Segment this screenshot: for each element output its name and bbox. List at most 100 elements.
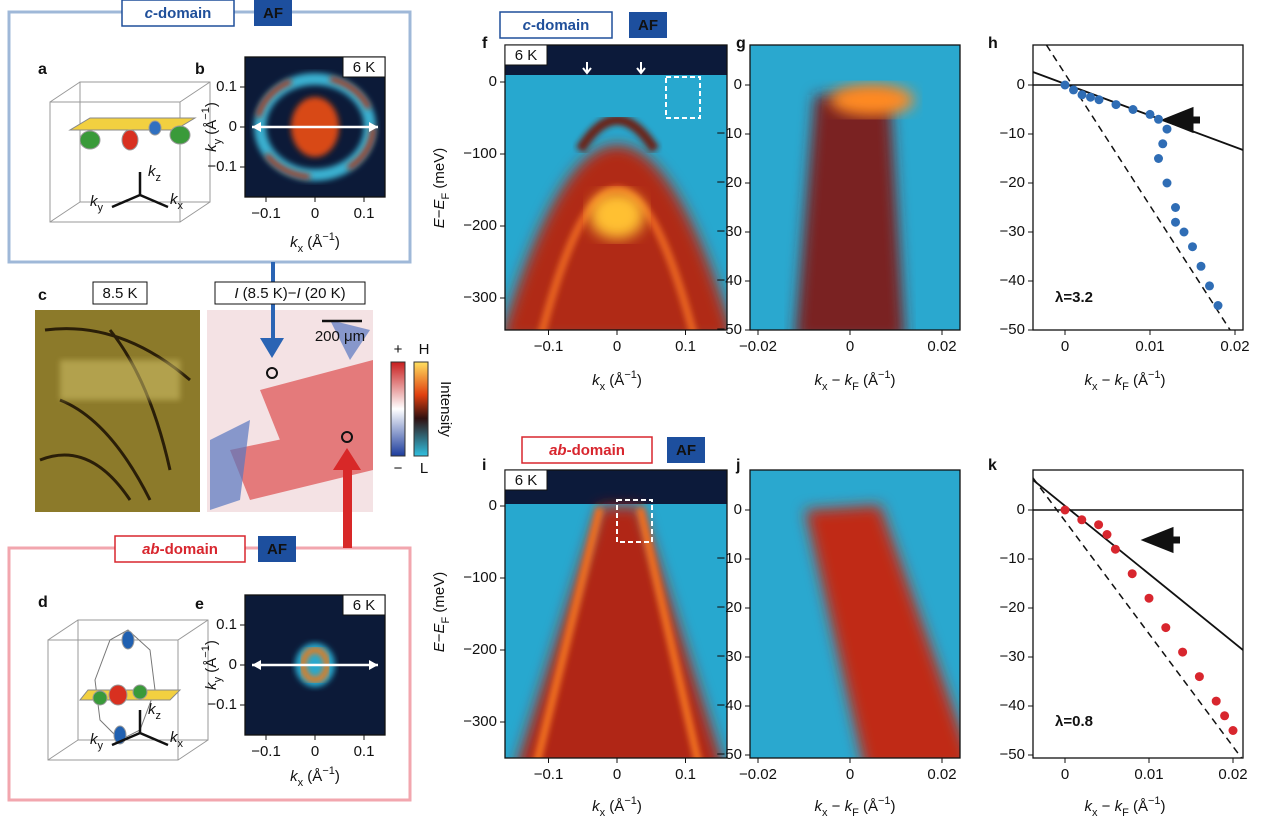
x-axis-label-part: ) [1161,372,1166,389]
y-axis-label: ky (Å−1) [200,640,224,690]
y-axis-label: E−EF (meV) [431,148,452,229]
y-tick-label: −0.1 [207,696,237,713]
cube-ky: ky [90,731,104,752]
dispersion-point [1212,697,1221,706]
diff-label: I (8.5 K)−I (20 K) [234,285,345,302]
x-axis-label-part: ) [335,234,340,251]
coupling-label: λ=3.2 [1055,289,1093,306]
y-axis-label-part: − [431,633,448,642]
y-axis-label-part: (Å [203,120,220,139]
dispersion-point [1128,569,1137,578]
figure: abcdefghijkc-domainAFab-domainAFc-domain… [0,0,1261,824]
y-tick-label: 0 [1017,76,1025,93]
x-axis-label-part: (Å [605,798,624,815]
x-axis-label-part: ) [891,372,896,389]
y-axis-label-part: (Å [203,658,220,677]
cube-kz-part: z [156,710,162,722]
dispersion-point [1188,242,1197,251]
panel-letter: d [38,594,48,611]
x-axis-label-part: −1 [1148,369,1161,381]
panel-letter: g [736,35,746,52]
y-tick-label: −10 [1000,550,1025,567]
y-tick-label: −30 [717,648,742,665]
intensity-colorbar [414,362,428,456]
dispersion-point [1103,530,1112,539]
y-axis-label: ky (Å−1) [200,102,224,152]
dispersion-point [1095,95,1104,104]
dispersion-point [1111,545,1120,554]
colorbar-plus: + [394,341,403,358]
y-axis-label-part: −1 [200,645,212,658]
x-tick-label: 0.02 [927,338,956,355]
x-axis-label-part: − [1097,372,1114,389]
y-axis-label-part: ) [203,640,220,645]
x-axis-label: kx (Å−1) [290,765,340,789]
x-tick-label: 0.02 [1220,338,1249,355]
x-axis-label-part: ) [637,798,642,815]
y-axis-label-part: (meV) [431,148,448,193]
domain-suffix: -domain [160,541,218,558]
af-label: AF [676,442,696,459]
dispersion-point [1061,506,1070,515]
domain-prefix: ab [549,442,567,459]
panel-letter: j [735,457,740,474]
x-axis-label: kx − kF (Å−1) [814,795,895,819]
x-axis-label-part: −1 [878,795,891,807]
panel-letter: f [482,35,488,52]
diff-label-part: (20 K) [301,285,346,302]
x-axis-label: kx − kF (Å−1) [814,369,895,393]
x-tick-label: −0.02 [739,766,777,783]
y-tick-label: −30 [1000,223,1025,240]
dispersion-point [1229,726,1238,735]
panel-letter: c [38,287,47,304]
x-axis-label-part: −1 [322,765,335,777]
kink-arrow [1150,532,1180,548]
y-tick-label: −40 [1000,697,1025,714]
y-tick-label: −40 [1000,272,1025,289]
dispersion-point [1112,100,1121,109]
colorbar-minus: − [394,460,403,477]
x-tick-label: 0.01 [1135,338,1164,355]
x-tick-label: 0.1 [675,338,696,355]
diff-label-part: (8.5 K)− [239,285,297,302]
x-tick-label: 0.01 [1134,766,1163,783]
cube-kz-part: z [156,172,162,184]
af-label: AF [267,541,287,558]
x-tick-label: 0 [846,766,854,783]
arpes-g [750,45,960,340]
y-tick-label: 0.1 [216,616,237,633]
y-tick-label: −10 [717,550,742,567]
cube-kx-part: x [178,738,184,750]
y-tick-label: −300 [463,289,497,306]
cube-kx: kx [170,191,184,212]
panel-letter: b [195,61,205,78]
y-tick-label: 0 [229,118,237,135]
domain-suffix: -domain [567,442,625,459]
y-axis-label: E−EF (meV) [431,572,452,653]
y-tick-label: −300 [463,713,497,730]
y-tick-label: −30 [1000,648,1025,665]
af-label: AF [638,17,658,34]
x-axis-label-part: (Å [1129,798,1148,815]
x-axis-label-part: ) [1161,798,1166,815]
colorbar-title: Intensity [437,381,454,437]
y-tick-label: −50 [717,746,742,763]
dispersion-point [1154,115,1163,124]
bz-cube-a [50,82,210,222]
x-axis-label-part: −1 [624,795,637,807]
x-tick-label: 0 [1061,338,1069,355]
x-axis-label-part: −1 [322,231,335,243]
domain-label: ab-domain [549,442,625,459]
dispersion-point [1171,218,1180,227]
colorbar-low: L [420,460,428,477]
x-axis-label-part: (Å [1129,372,1148,389]
dispersion-point [1146,110,1155,119]
x-tick-label: 0 [311,743,319,760]
dispersion-point [1163,125,1172,134]
y-tick-label: 0.1 [216,78,237,95]
y-tick-label: 0 [489,73,497,90]
dispersion-point [1129,105,1138,114]
panel-letter: i [482,457,486,474]
x-tick-label: 0 [613,766,621,783]
panel-letter: h [988,35,998,52]
